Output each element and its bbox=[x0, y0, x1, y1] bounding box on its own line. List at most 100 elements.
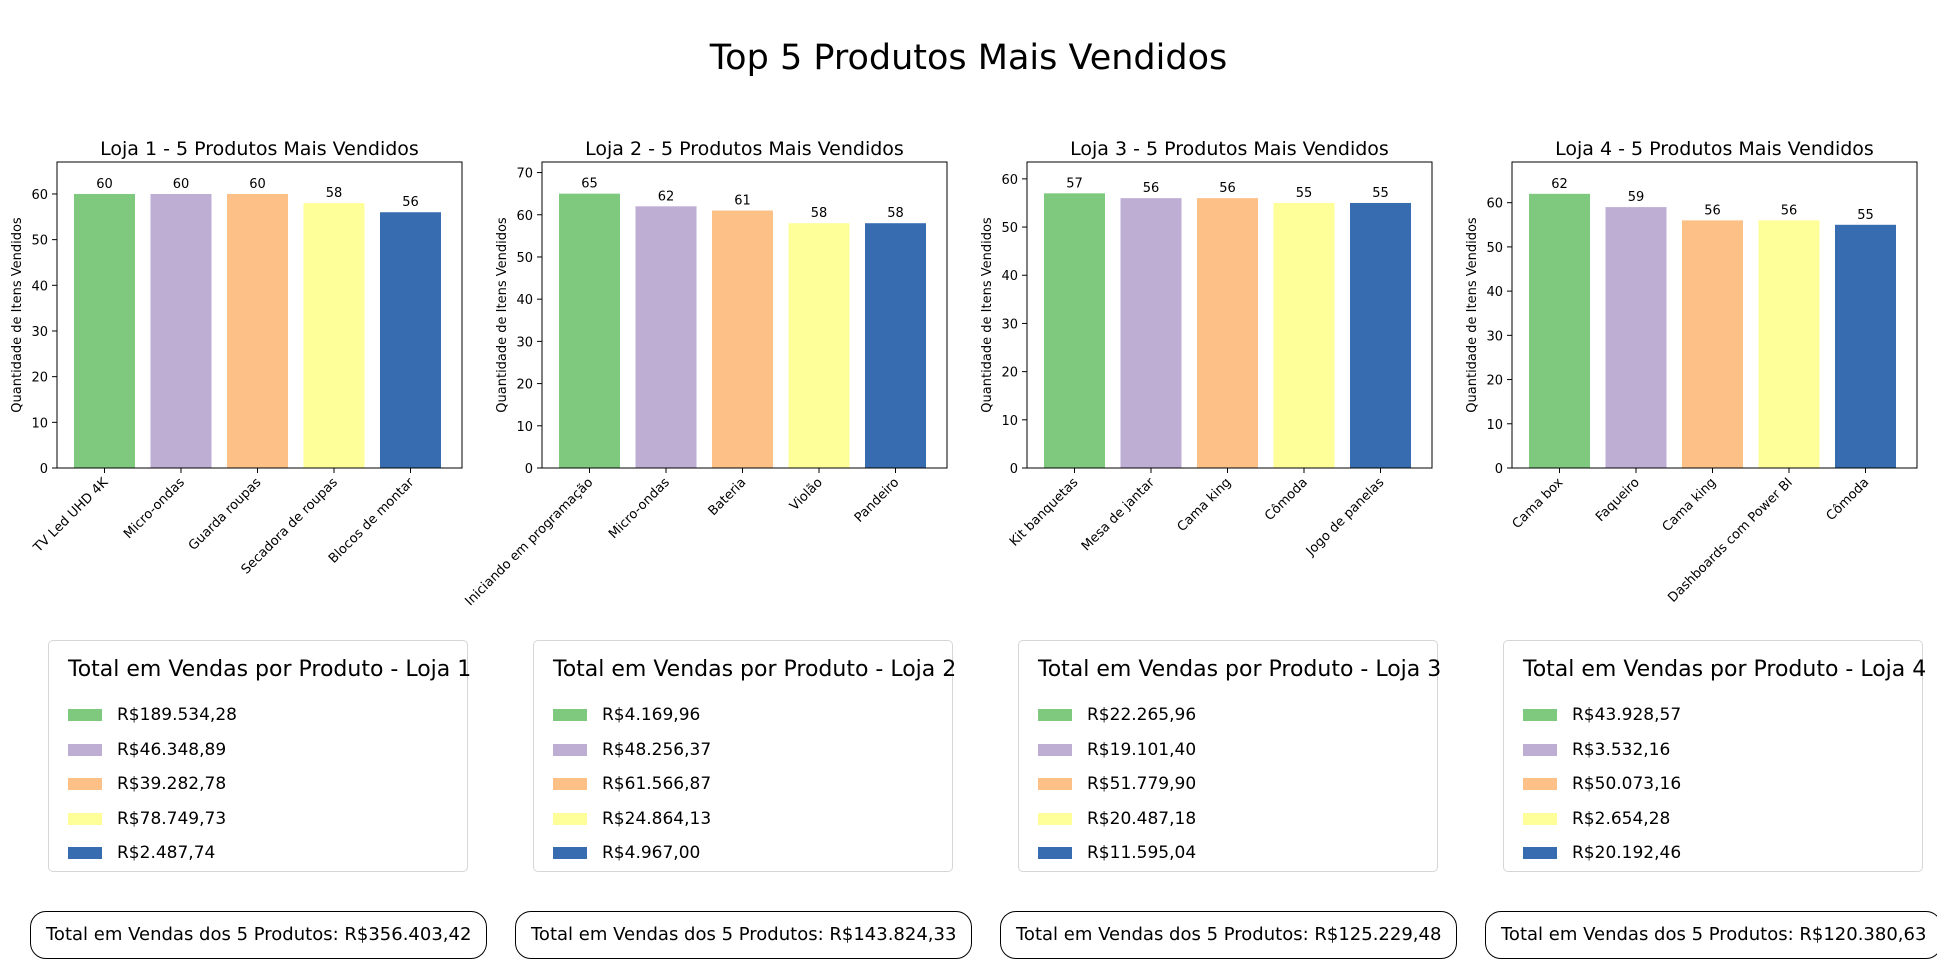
legend-entry: R$20.192,46 bbox=[1523, 840, 1681, 866]
legend-label: R$3.532,16 bbox=[1572, 739, 1671, 760]
y-tick-label: 10 bbox=[1486, 418, 1503, 433]
legend-title: Total em Vendas por Produto - Loja 4 bbox=[1523, 657, 1927, 682]
y-tick-label: 30 bbox=[516, 335, 533, 350]
bar-value-label: 60 bbox=[173, 177, 190, 192]
y-tick-label: 20 bbox=[1486, 374, 1503, 389]
legend-swatch bbox=[1523, 743, 1557, 756]
y-tick-label: 50 bbox=[1001, 221, 1018, 236]
chart-title: Loja 3 - 5 Produtos Mais Vendidos bbox=[1070, 138, 1389, 160]
bar bbox=[1273, 202, 1335, 468]
legend-title: Total em Vendas por Produto - Loja 3 bbox=[1038, 657, 1442, 682]
bar bbox=[788, 223, 850, 468]
legend-entry: R$22.265,96 bbox=[1038, 702, 1196, 728]
legend-entry: R$46.348,89 bbox=[68, 737, 226, 763]
x-tick-label: Faqueiro bbox=[1593, 475, 1643, 525]
x-tick-label: Bateria bbox=[706, 475, 750, 519]
bar-value-label: 59 bbox=[1628, 190, 1645, 205]
bar-value-label: 55 bbox=[1296, 186, 1313, 201]
legend-entry: R$48.256,37 bbox=[553, 737, 711, 763]
legend-swatch bbox=[553, 847, 587, 860]
bar-value-label: 56 bbox=[1219, 181, 1236, 196]
y-tick-label: 60 bbox=[31, 188, 48, 203]
bar bbox=[1350, 202, 1411, 468]
legend-title: Total em Vendas por Produto - Loja 1 bbox=[68, 657, 472, 682]
legend-label: R$39.282,78 bbox=[117, 774, 227, 795]
y-tick-label: 10 bbox=[516, 420, 533, 435]
x-tick-label: Cama king bbox=[1175, 475, 1235, 535]
bar-value-label: 65 bbox=[581, 177, 598, 192]
legend-swatch bbox=[1038, 812, 1072, 825]
y-tick-label: 0 bbox=[525, 462, 533, 477]
x-tick-label: Pandeiro bbox=[852, 475, 902, 525]
legend-swatch bbox=[68, 847, 102, 860]
y-tick-label: 30 bbox=[31, 325, 48, 340]
legend-label: R$48.256,37 bbox=[602, 739, 712, 760]
x-tick-label: Blocos de montar bbox=[326, 475, 418, 567]
bar bbox=[227, 193, 288, 468]
legend-label: R$43.928,57 bbox=[1572, 705, 1682, 725]
legend-label: R$78.749,73 bbox=[117, 808, 227, 829]
y-tick-label: 40 bbox=[1001, 269, 1018, 284]
plot-frame bbox=[56, 161, 463, 469]
x-tick-label: Guarda roupas bbox=[186, 475, 265, 554]
legend-entry: R$24.864,13 bbox=[553, 806, 711, 832]
legend-label: R$189.534,28 bbox=[117, 705, 237, 725]
legend-title: Total em Vendas por Produto - Loja 2 bbox=[553, 657, 957, 682]
total-sales-box: Total em Vendas dos 5 Produtos: R$125.22… bbox=[1000, 911, 1458, 959]
bar-value-label: 61 bbox=[734, 194, 751, 209]
legend-label: R$24.864,13 bbox=[602, 808, 712, 829]
y-tick-label: 40 bbox=[31, 279, 48, 294]
y-tick-label: 0 bbox=[1495, 462, 1503, 477]
x-tick-label: Kit banquetas bbox=[1007, 475, 1082, 550]
legend-swatch bbox=[1038, 778, 1072, 791]
bar-value-label: 55 bbox=[1857, 208, 1874, 223]
legend-box: Total em Vendas por Produto - Loja 3 R$22… bbox=[1018, 640, 1442, 872]
y-tick-label: 20 bbox=[516, 378, 533, 393]
bar-value-label: 56 bbox=[402, 195, 419, 210]
legend-label: R$2.654,28 bbox=[1572, 808, 1671, 829]
x-tick-label: Mesa de jantar bbox=[1079, 475, 1158, 554]
bar bbox=[1835, 224, 1896, 468]
total-sales-box: Total em Vendas dos 5 Produtos: R$120.38… bbox=[1485, 911, 1937, 959]
y-tick-label: 0 bbox=[40, 462, 48, 477]
legend-entry: R$2.654,28 bbox=[1523, 806, 1670, 832]
legend-box: Total em Vendas por Produto - Loja 4 R$43… bbox=[1503, 640, 1927, 872]
y-axis-label: Quantidade de Itens Vendidos bbox=[495, 217, 510, 413]
chart-title: Loja 4 - 5 Produtos Mais Vendidos bbox=[1555, 138, 1874, 160]
legend-label: R$11.595,04 bbox=[1087, 843, 1197, 864]
y-tick-label: 60 bbox=[516, 209, 533, 224]
y-tick-label: 50 bbox=[516, 251, 533, 266]
chart-1: Loja 1 - 5 Produtos Mais Vendidos Quantid… bbox=[10, 138, 463, 577]
total-sales-box: Total em Vendas dos 5 Produtos: R$356.40… bbox=[30, 911, 488, 959]
bar bbox=[1529, 193, 1590, 469]
x-tick-label: Micro-ondas bbox=[121, 475, 188, 542]
bar-value-label: 58 bbox=[326, 186, 343, 201]
y-tick-label: 20 bbox=[1001, 366, 1018, 381]
bar bbox=[1044, 193, 1105, 469]
legend-swatch bbox=[1038, 709, 1072, 721]
legend-label: R$4.967,00 bbox=[602, 843, 701, 864]
legend-entry: R$50.073,16 bbox=[1523, 771, 1681, 797]
legend-label: R$20.192,46 bbox=[1572, 843, 1682, 864]
legend-swatch bbox=[1038, 743, 1072, 756]
y-tick-label: 0 bbox=[1010, 462, 1018, 477]
legend-swatch bbox=[68, 778, 102, 791]
legend-swatch bbox=[553, 778, 587, 791]
x-tick-label: Cômoda bbox=[1824, 475, 1873, 524]
y-tick-label: 70 bbox=[516, 167, 533, 182]
bar bbox=[1682, 220, 1743, 468]
legend-entry: R$61.566,87 bbox=[553, 771, 711, 797]
legend-entry: R$51.779,90 bbox=[1038, 771, 1196, 797]
bar-value-label: 62 bbox=[658, 189, 675, 204]
bar bbox=[74, 193, 135, 468]
legend-entry: R$19.101,40 bbox=[1038, 737, 1196, 763]
y-axis-label: Quantidade de Itens Vendidos bbox=[10, 217, 25, 413]
legend-swatch bbox=[1523, 778, 1557, 791]
legend-swatch bbox=[553, 743, 587, 756]
legend-label: R$61.566,87 bbox=[602, 774, 712, 795]
legend-swatch bbox=[68, 709, 102, 721]
legend-entry: R$78.749,73 bbox=[68, 806, 226, 832]
legend-swatch bbox=[553, 812, 587, 825]
chart-title: Loja 1 - 5 Produtos Mais Vendidos bbox=[100, 138, 419, 160]
